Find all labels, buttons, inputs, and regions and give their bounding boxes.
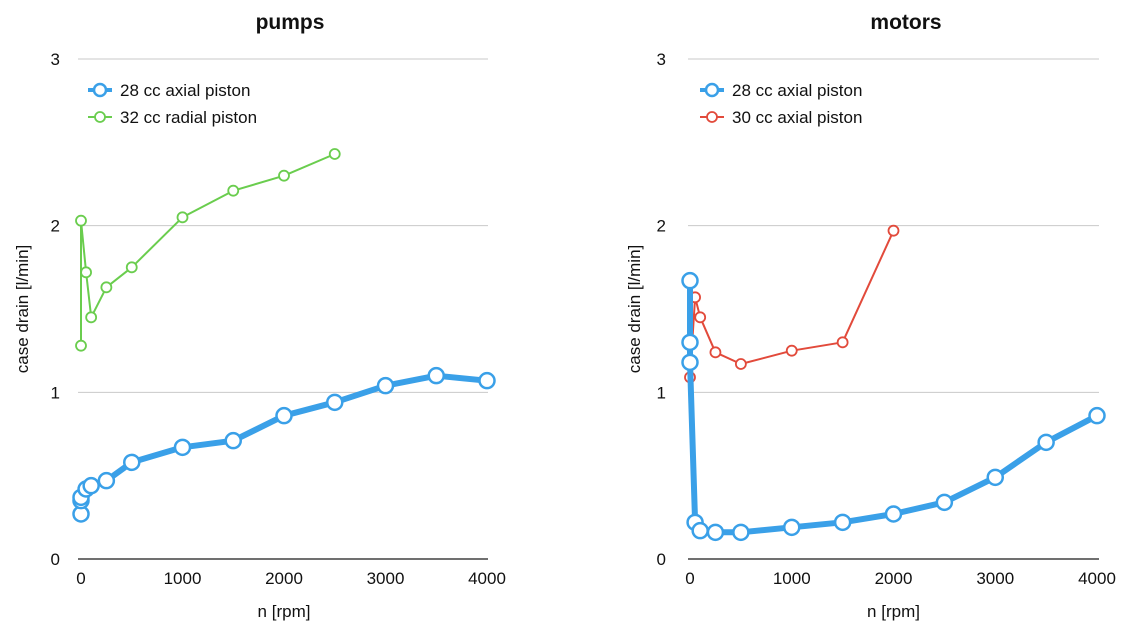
data-point — [326, 393, 344, 412]
data-point — [783, 518, 801, 537]
data-point — [935, 493, 954, 512]
series-line — [80, 153, 336, 347]
y-tick-label: 2 — [51, 217, 60, 236]
data-point — [224, 431, 242, 450]
data-point — [100, 281, 113, 294]
data-point — [427, 366, 445, 385]
data-point — [681, 271, 699, 290]
y-tick-label: 3 — [657, 50, 666, 69]
legend-swatch-marker — [706, 111, 718, 123]
data-point — [681, 333, 699, 352]
x-tick-label: 3000 — [976, 569, 1014, 588]
panel-1: pumps 0 1 2 3 0 1000 2000 3000 4000 n [rpm] case dr… — [13, 11, 506, 621]
y-tick-label: 1 — [51, 383, 60, 402]
legend-item: 28 cc axial piston — [700, 81, 862, 100]
chart-title: pumps — [256, 11, 325, 34]
x-tick-label: 1000 — [164, 569, 202, 588]
data-point — [732, 523, 750, 542]
data-point — [97, 471, 116, 490]
data-point — [785, 344, 798, 357]
x-tick-label: 0 — [685, 569, 694, 588]
legend-label: 32 cc radial piston — [120, 108, 257, 127]
data-point — [691, 521, 709, 540]
x-axis-label: n [rpm] — [867, 602, 920, 621]
data-point — [376, 376, 395, 395]
data-point — [275, 406, 293, 425]
legend-label: 28 cc axial piston — [120, 81, 250, 100]
series-2 — [684, 224, 900, 384]
data-point — [884, 505, 903, 523]
data-point — [176, 211, 189, 224]
x-tick-label: 1000 — [773, 569, 811, 588]
series-1 — [681, 271, 1106, 542]
data-point — [123, 453, 141, 472]
data-point — [82, 476, 100, 495]
legend-label: 30 cc axial piston — [732, 108, 862, 127]
data-point — [734, 358, 747, 370]
x-tick-label: 2000 — [265, 569, 303, 588]
data-point — [833, 513, 852, 532]
y-axis-label: case drain [l/min] — [625, 245, 644, 374]
chart-title: motors — [870, 11, 941, 34]
data-point — [75, 339, 87, 352]
data-point — [85, 311, 98, 324]
data-point — [80, 266, 92, 279]
data-point — [681, 353, 699, 372]
legend: 28 cc axial piston 32 cc radial piston — [88, 81, 257, 127]
data-point — [836, 336, 849, 349]
panel-2: motors 0 1 2 3 0 1000 2000 3000 4000 n [rpm] case d… — [625, 11, 1116, 621]
data-point — [709, 346, 722, 359]
data-point — [986, 468, 1004, 487]
series-line — [687, 277, 1100, 536]
data-point — [227, 184, 240, 197]
data-point — [125, 261, 138, 274]
data-point — [75, 214, 87, 227]
legend-swatch-marker — [92, 82, 108, 98]
data-point — [173, 438, 192, 457]
legend-item: 28 cc axial piston — [88, 81, 250, 100]
data-point — [1037, 433, 1055, 452]
x-tick-label: 4000 — [468, 569, 506, 588]
x-axis-label: n [rpm] — [258, 602, 311, 621]
x-tick-label: 2000 — [875, 569, 913, 588]
legend-swatch-marker — [704, 82, 720, 98]
legend-item: 32 cc radial piston — [88, 108, 257, 127]
data-point — [278, 169, 290, 182]
data-point — [706, 523, 725, 542]
data-point — [478, 371, 496, 390]
data-point — [1088, 406, 1106, 425]
series-1 — [72, 366, 496, 523]
legend: 28 cc axial piston 30 cc axial piston — [700, 81, 862, 127]
data-point — [887, 224, 900, 237]
legend-item: 30 cc axial piston — [700, 108, 862, 127]
series-2 — [75, 148, 341, 352]
y-tick-label: 0 — [657, 550, 666, 569]
y-tick-label: 3 — [51, 50, 60, 69]
legend-label: 28 cc axial piston — [732, 81, 862, 100]
data-point — [694, 311, 707, 324]
y-tick-label: 1 — [657, 383, 666, 402]
series-line — [78, 372, 490, 517]
x-tick-label: 4000 — [1078, 569, 1116, 588]
x-tick-label: 0 — [76, 569, 85, 588]
y-tick-label: 2 — [657, 217, 666, 236]
data-point — [328, 148, 341, 160]
y-axis-label: case drain [l/min] — [13, 245, 32, 374]
y-tick-label: 0 — [51, 550, 60, 569]
legend-swatch-marker — [94, 111, 106, 123]
x-tick-label: 3000 — [367, 569, 405, 588]
